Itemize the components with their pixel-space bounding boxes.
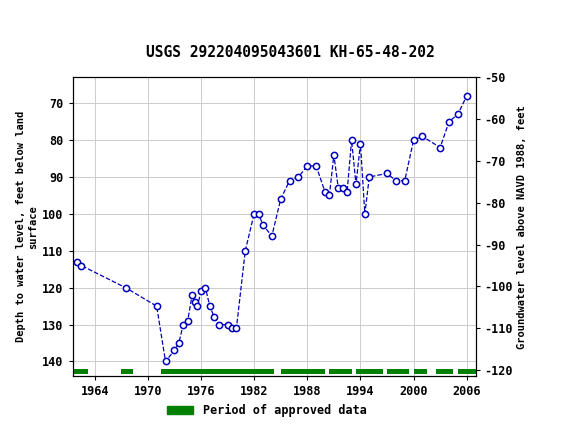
Y-axis label: Depth to water level, feet below land
surface: Depth to water level, feet below land su… xyxy=(16,111,38,342)
Text: ≡: ≡ xyxy=(3,9,24,32)
Text: USGS 292204095043601 KH-65-48-202: USGS 292204095043601 KH-65-48-202 xyxy=(146,45,434,60)
Legend: Period of approved data: Period of approved data xyxy=(162,399,371,422)
Y-axis label: Groundwater level above NAVD 1988, feet: Groundwater level above NAVD 1988, feet xyxy=(517,105,527,349)
Text: USGS: USGS xyxy=(41,11,100,30)
